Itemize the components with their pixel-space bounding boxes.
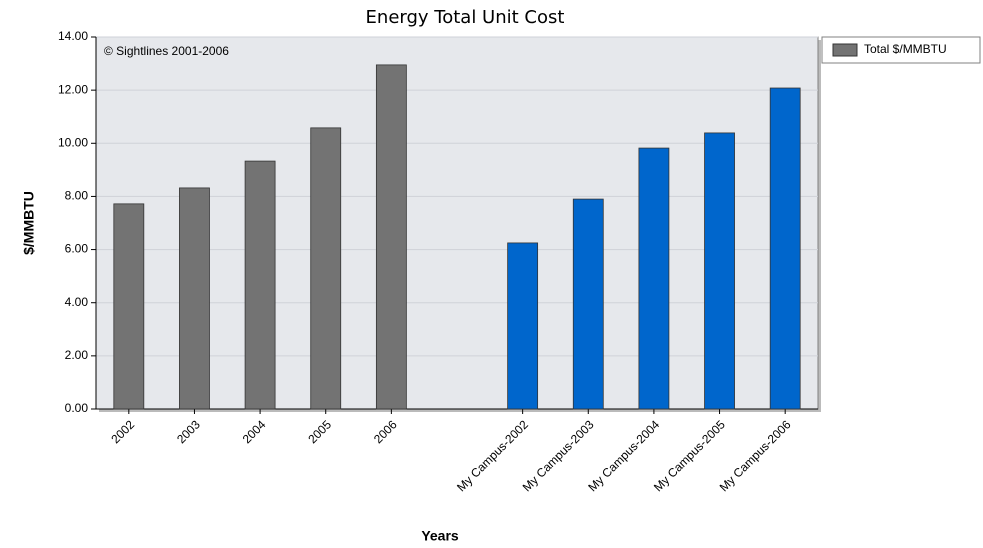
x-tick-label: 2002 bbox=[108, 417, 137, 446]
bar bbox=[310, 127, 342, 410]
x-tick-label: My Campus-2003 bbox=[520, 417, 597, 494]
x-tick-label: 2004 bbox=[240, 417, 269, 446]
x-tick-label: My Campus-2004 bbox=[585, 417, 662, 494]
bar bbox=[704, 132, 735, 410]
y-tick-label: 4.00 bbox=[65, 295, 89, 309]
bar bbox=[113, 203, 145, 410]
x-axis-label: Years bbox=[421, 528, 459, 544]
y-tick-label: 8.00 bbox=[65, 189, 89, 203]
y-tick-label: 0.00 bbox=[65, 401, 89, 415]
x-tick-label: My Campus-2006 bbox=[717, 417, 794, 494]
plot-area bbox=[95, 36, 819, 410]
legend-label: Total $/MMBTU bbox=[864, 42, 947, 56]
x-tick-label: 2005 bbox=[305, 417, 334, 446]
chart-title: Energy Total Unit Cost bbox=[366, 7, 565, 28]
y-tick-label: 10.00 bbox=[58, 135, 88, 149]
bar bbox=[244, 160, 276, 410]
x-tick-label: 2006 bbox=[371, 417, 400, 446]
x-tick-label: My Campus-2005 bbox=[651, 417, 728, 494]
y-tick-label: 12.00 bbox=[58, 82, 88, 96]
x-tick-label: 2003 bbox=[174, 417, 203, 446]
bar bbox=[769, 87, 801, 410]
bar bbox=[572, 198, 604, 410]
x-tick-label: My Campus-2002 bbox=[454, 417, 531, 494]
y-tick-label: 14.00 bbox=[58, 29, 88, 43]
bar bbox=[507, 242, 539, 410]
y-tick-label: 6.00 bbox=[65, 242, 89, 256]
bar bbox=[179, 187, 210, 410]
annotation: © Sightlines 2001-2006 bbox=[104, 44, 229, 58]
bar bbox=[638, 147, 670, 410]
y-axis-label: $/MMBTU bbox=[21, 191, 37, 255]
legend-swatch bbox=[832, 43, 858, 57]
bar bbox=[375, 64, 407, 410]
y-tick-label: 2.00 bbox=[65, 348, 89, 362]
